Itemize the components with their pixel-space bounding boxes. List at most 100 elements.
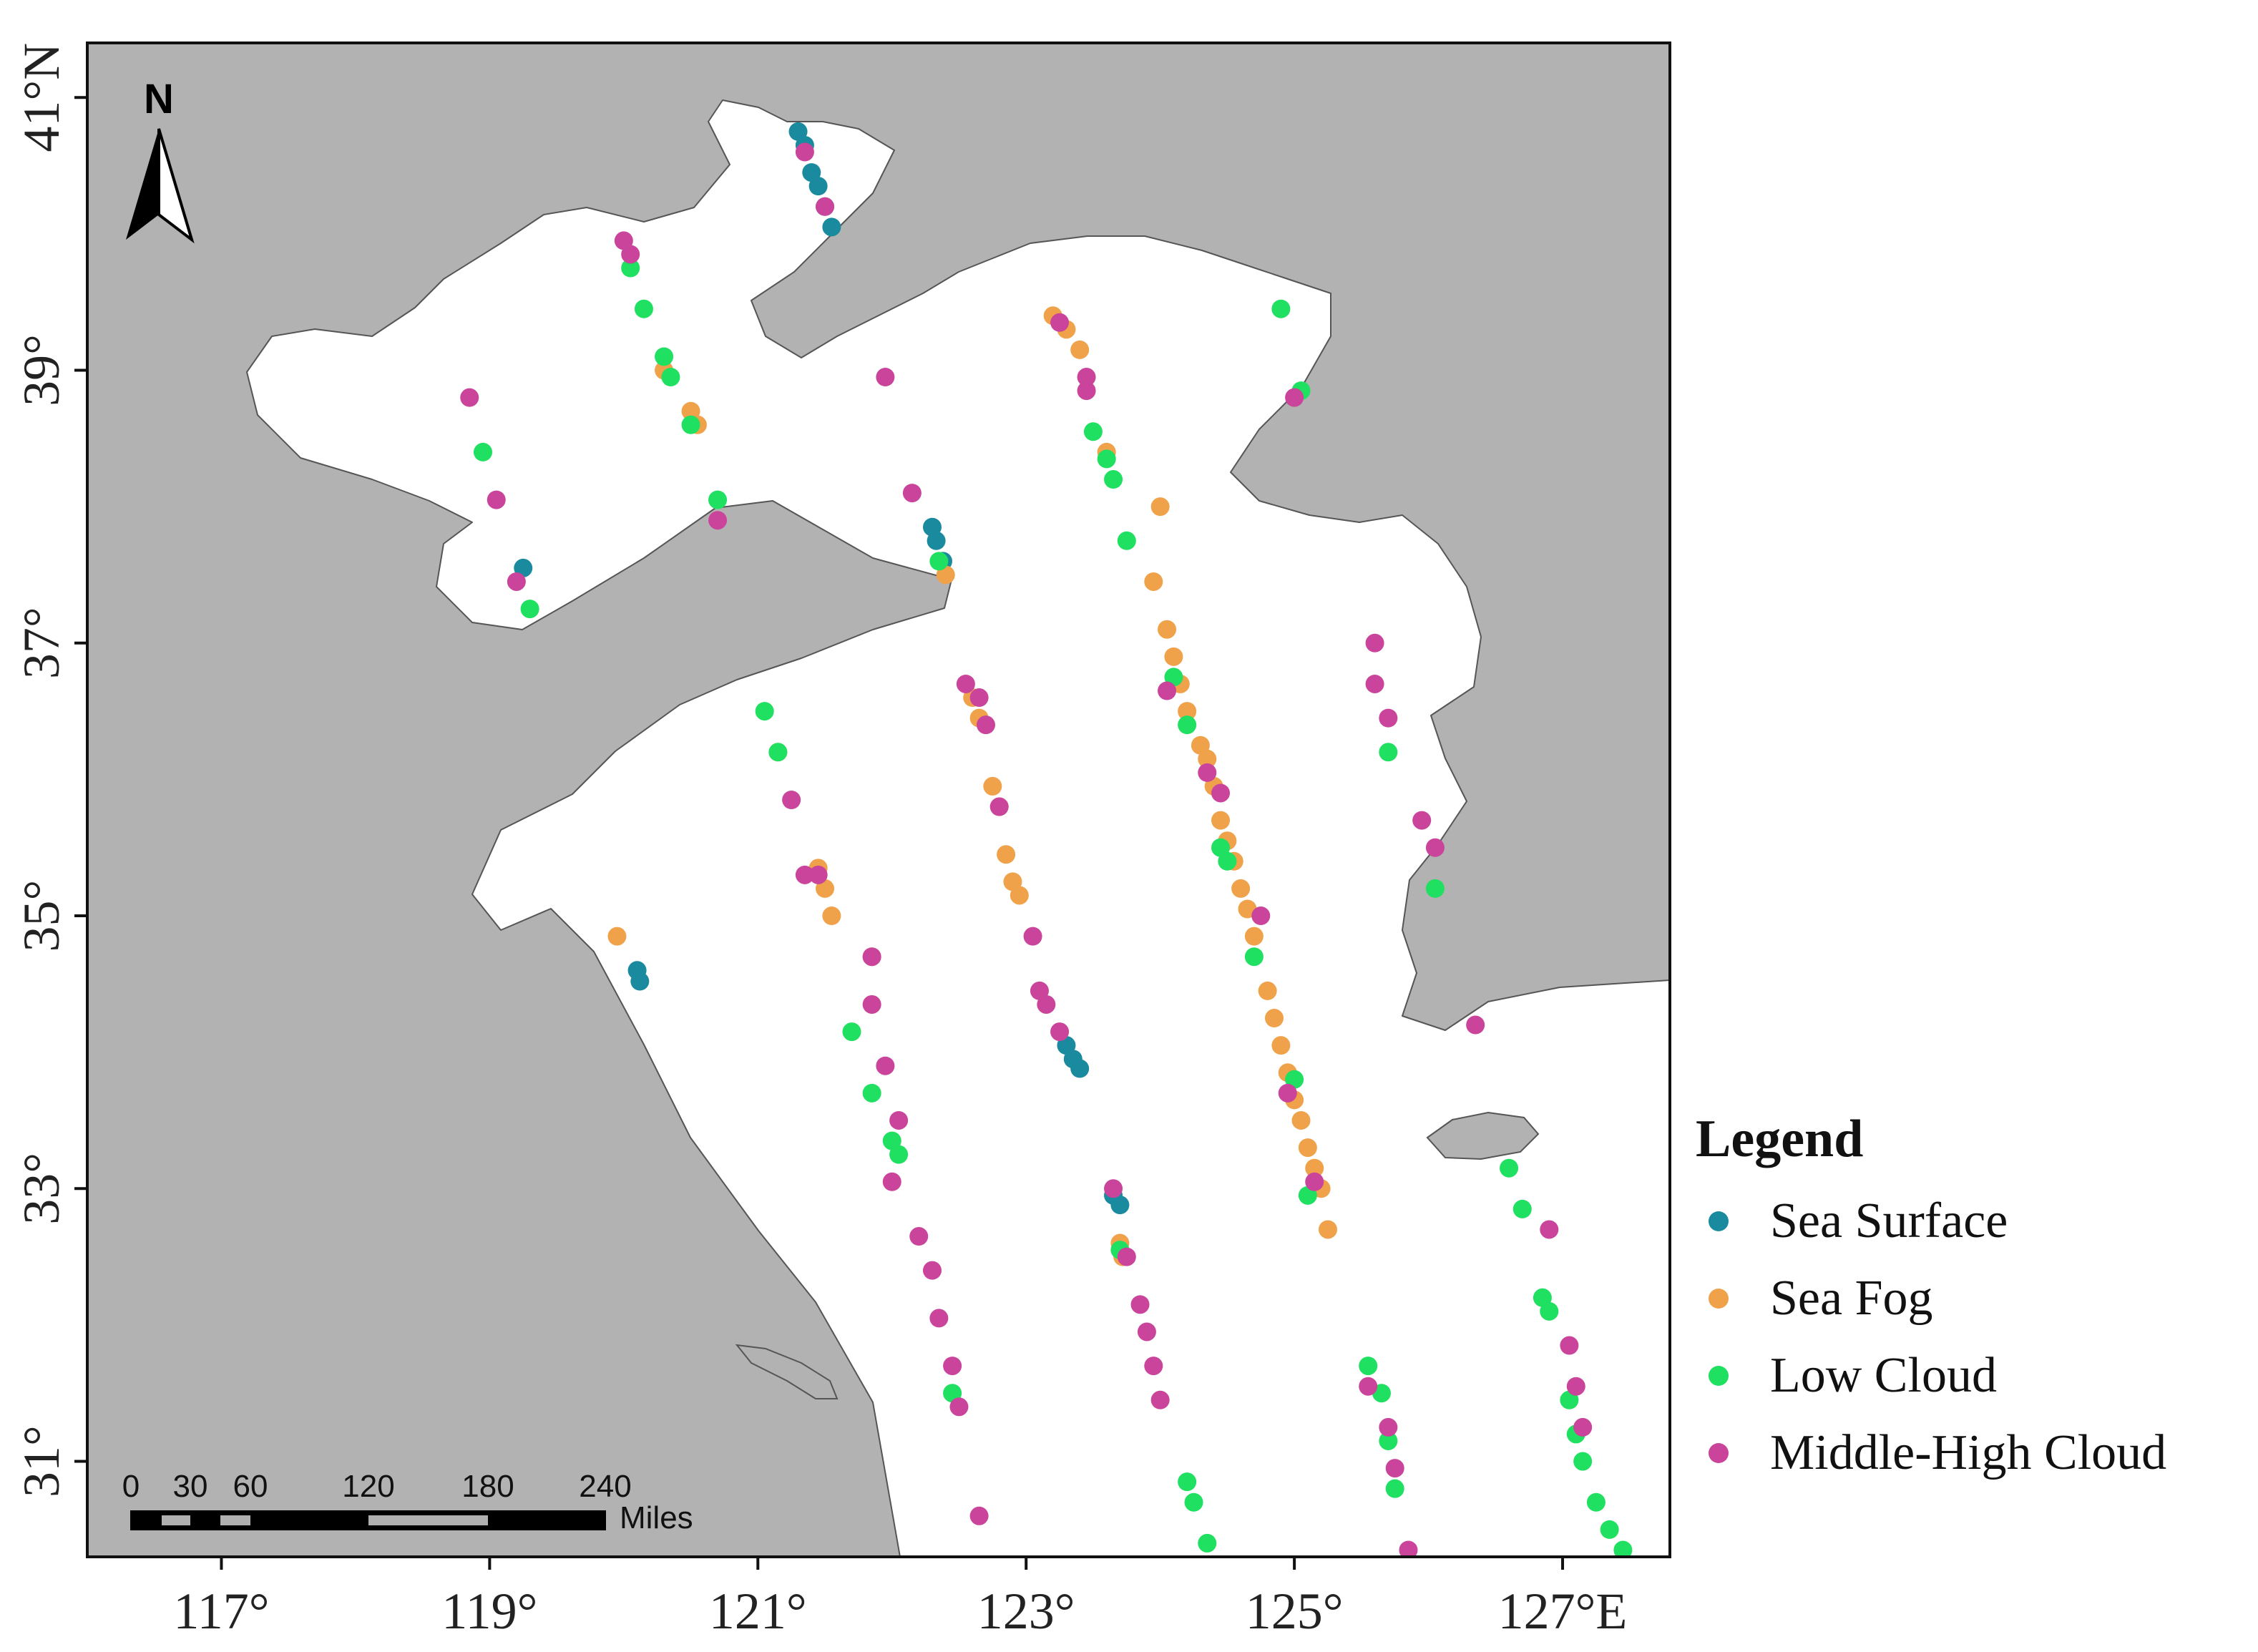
low-cloud-point — [1178, 1472, 1197, 1492]
middle-high-cloud-point — [1359, 1377, 1378, 1396]
middle-high-cloud-point — [1144, 1357, 1163, 1376]
middle-high-cloud-marker — [1709, 1443, 1729, 1463]
middle-high-cloud-point — [507, 572, 526, 591]
legend-item-low-cloud: Low Cloud — [1696, 1337, 2254, 1414]
north-arrow-icon — [126, 129, 159, 240]
scale-label-0: 0 — [122, 1469, 140, 1504]
low-cloud-point — [1600, 1520, 1619, 1539]
middle-high-cloud-point — [1540, 1220, 1559, 1239]
low-cloud-point — [1117, 531, 1136, 550]
scale-label-180: 180 — [461, 1469, 514, 1504]
middle-high-cloud-point — [1158, 681, 1177, 700]
low-cloud-point — [1178, 715, 1197, 735]
sea-fog-point — [1305, 1158, 1324, 1178]
sea-fog-point — [1231, 879, 1251, 898]
observation-points — [460, 122, 1633, 1557]
legend-label: Middle-High Cloud — [1770, 1425, 2167, 1480]
middle-high-cloud-point — [1365, 674, 1384, 693]
middle-high-cloud-point — [882, 1172, 901, 1191]
middle-high-cloud-point — [808, 865, 828, 884]
middle-high-cloud-point — [1137, 1322, 1156, 1341]
sea-surface-point — [630, 972, 650, 991]
lon-tick-label: 123° — [977, 1583, 1075, 1640]
middle-high-cloud-point — [969, 1506, 989, 1525]
low-cloud-point — [1244, 947, 1264, 967]
middle-high-cloud-point — [1385, 1459, 1404, 1478]
middle-high-cloud-point — [902, 484, 922, 503]
middle-high-cloud-point — [1365, 633, 1384, 653]
legend-item-sea-fog: Sea Fog — [1696, 1260, 2254, 1337]
middle-high-cloud-point — [862, 947, 881, 967]
low-cloud-point — [655, 347, 674, 366]
jeju-island — [1426, 1111, 1540, 1160]
sea-fog-point — [822, 906, 841, 926]
middle-high-cloud-point — [1566, 1377, 1585, 1396]
sea-fog-point — [1244, 927, 1264, 946]
sea-fog-point — [1211, 811, 1231, 830]
low-cloud-point — [708, 490, 728, 509]
middle-high-cloud-point — [621, 245, 640, 264]
middle-high-cloud-point — [969, 688, 989, 708]
sea-fog-point — [1258, 981, 1277, 1000]
scale-segment — [368, 1515, 488, 1525]
legend-item-middle-high-cloud: Middle-High Cloud — [1696, 1414, 2254, 1492]
middle-high-cloud-point — [782, 791, 801, 809]
middle-high-cloud-point — [487, 490, 506, 509]
lat-tick-label: 35° — [13, 880, 70, 952]
sea-fog-point — [1150, 497, 1170, 517]
lat-tick-label: 41°N — [13, 43, 70, 152]
legend-label: Sea Fog — [1770, 1271, 1933, 1326]
middle-high-cloud-point — [1285, 388, 1304, 407]
middle-high-cloud-point — [1379, 708, 1398, 728]
middle-high-cloud-point — [460, 388, 479, 407]
middle-high-cloud-point — [1425, 838, 1445, 857]
middle-high-cloud-point — [1077, 368, 1096, 387]
sea-surface-point — [927, 531, 946, 550]
sea-fog-point — [1070, 340, 1090, 359]
middle-high-cloud-point — [949, 1397, 969, 1417]
middle-high-cloud-point — [1130, 1295, 1150, 1314]
lon-tick-label: 119° — [441, 1583, 537, 1640]
sea-surface-point — [1110, 1196, 1130, 1215]
sea-fog-point — [1010, 886, 1029, 905]
middle-high-cloud-point — [1117, 1247, 1136, 1266]
middle-high-cloud-point — [1050, 1022, 1070, 1042]
low-cloud-point — [474, 442, 492, 461]
middle-high-cloud-point — [876, 368, 895, 387]
low-cloud-point — [1379, 743, 1398, 762]
low-cloud-point — [1359, 1357, 1378, 1376]
sea-fog-point — [1291, 1110, 1311, 1130]
scale-bar-outline — [130, 1510, 606, 1530]
middle-high-cloud-point — [1399, 1540, 1418, 1557]
sea-fog-point — [1158, 620, 1177, 639]
low-cloud-point — [1586, 1492, 1605, 1512]
low-cloud-point — [1540, 1301, 1559, 1321]
north-arrow-label: N — [144, 76, 174, 122]
sea-fog-point — [607, 927, 627, 946]
lat-tick-label: 39° — [13, 334, 70, 406]
sea-fog-point — [997, 845, 1016, 864]
sea-fog-point — [983, 776, 1002, 796]
legend-item-sea-surface: Sea Surface — [1696, 1183, 2254, 1260]
middle-high-cloud-point — [862, 994, 881, 1014]
low-cloud-point — [929, 552, 949, 571]
scale-bar: 0 30 60 120 180 240 Miles — [122, 1469, 693, 1535]
lon-tick-label: 125° — [1246, 1583, 1344, 1640]
lat-tick-label: 37° — [13, 607, 70, 679]
middle-high-cloud-point — [909, 1227, 929, 1246]
scale-label-60: 60 — [233, 1469, 268, 1504]
middle-high-cloud-point — [708, 511, 728, 530]
middle-high-cloud-point — [1278, 1083, 1297, 1103]
north-arrow: N — [126, 76, 195, 244]
axis-ticks: 117° 119° 121° 123° 125° 127°E 31° 33° 35° 37° 39°… — [13, 43, 1627, 1640]
middle-high-cloud-point — [1560, 1336, 1579, 1355]
low-cloud-point — [1379, 1431, 1398, 1450]
middle-high-cloud-point — [922, 1261, 942, 1280]
lon-tick-label: 121° — [709, 1583, 807, 1640]
low-cloud-point — [621, 258, 640, 278]
lat-tick-label: 33° — [13, 1153, 70, 1225]
middle-high-cloud-point — [795, 142, 814, 162]
low-cloud-point — [768, 743, 788, 762]
low-cloud-point — [681, 415, 700, 434]
